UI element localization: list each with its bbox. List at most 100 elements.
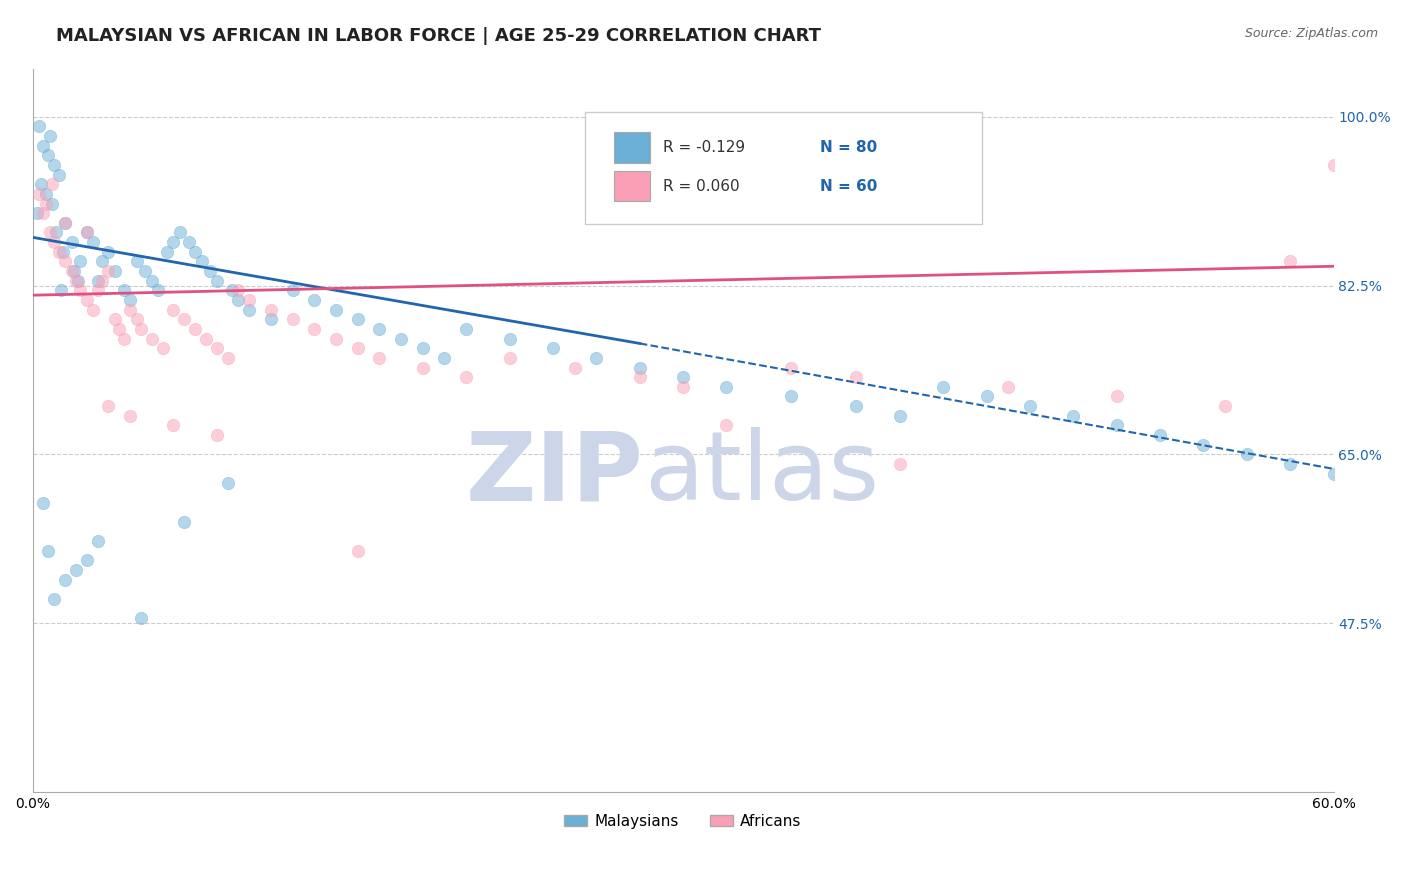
Point	[82, 235, 104, 249]
Point	[389, 332, 412, 346]
Point	[585, 351, 607, 365]
Point	[60, 264, 83, 278]
Point	[169, 226, 191, 240]
Point	[1149, 428, 1171, 442]
FancyBboxPatch shape	[585, 112, 983, 224]
Point	[69, 254, 91, 268]
Point	[97, 264, 120, 278]
Point	[32, 495, 55, 509]
Point	[1279, 254, 1302, 268]
Point	[48, 168, 70, 182]
Point	[120, 293, 142, 307]
Point	[49, 284, 72, 298]
Point	[260, 312, 283, 326]
Point	[97, 244, 120, 259]
Point	[672, 380, 695, 394]
Point	[456, 370, 478, 384]
Point	[205, 428, 228, 442]
Point	[932, 380, 955, 394]
Point	[60, 235, 83, 249]
Point	[37, 148, 59, 162]
Point	[69, 284, 91, 298]
Point	[1322, 158, 1344, 172]
Point	[238, 302, 260, 317]
Point	[90, 274, 112, 288]
Text: R = 0.060: R = 0.060	[664, 179, 740, 194]
Point	[346, 312, 368, 326]
Point	[194, 332, 217, 346]
Point	[1279, 457, 1302, 471]
Point	[177, 235, 200, 249]
Point	[34, 186, 56, 201]
Point	[173, 515, 195, 529]
Point	[1019, 399, 1042, 413]
Point	[32, 206, 55, 220]
Point	[44, 158, 66, 172]
Point	[716, 380, 738, 394]
Point	[200, 264, 222, 278]
Point	[67, 274, 90, 288]
Point	[217, 476, 239, 491]
Point	[541, 341, 564, 355]
Point	[156, 244, 179, 259]
Point	[184, 322, 207, 336]
Point	[346, 544, 368, 558]
Point	[162, 302, 184, 317]
Point	[716, 418, 738, 433]
Point	[228, 284, 250, 298]
Point	[217, 351, 239, 365]
Point	[53, 573, 76, 587]
Point	[25, 206, 48, 220]
Point	[281, 284, 304, 298]
Point	[82, 302, 104, 317]
Text: Source: ZipAtlas.com: Source: ZipAtlas.com	[1244, 27, 1378, 40]
Point	[86, 274, 108, 288]
Point	[976, 389, 998, 403]
Text: R = -0.129: R = -0.129	[664, 140, 745, 155]
Point	[325, 332, 347, 346]
Text: N = 60: N = 60	[820, 179, 877, 194]
Point	[281, 312, 304, 326]
Point	[1105, 418, 1128, 433]
Point	[44, 592, 66, 607]
Point	[37, 544, 59, 558]
Point	[104, 264, 127, 278]
Point	[65, 563, 87, 577]
Point	[53, 216, 76, 230]
Point	[1322, 467, 1344, 481]
Point	[32, 138, 55, 153]
Point	[76, 553, 98, 567]
Point	[238, 293, 260, 307]
Point	[120, 302, 142, 317]
Point	[129, 611, 152, 625]
Point	[125, 312, 148, 326]
Point	[304, 322, 326, 336]
Point	[228, 293, 250, 307]
Point	[205, 341, 228, 355]
Point	[97, 399, 120, 413]
Point	[76, 226, 98, 240]
Point	[433, 351, 456, 365]
Point	[997, 380, 1019, 394]
Point	[1236, 447, 1258, 461]
Point	[368, 322, 391, 336]
Point	[30, 178, 52, 192]
Point	[141, 274, 163, 288]
Point	[1062, 409, 1084, 423]
Point	[53, 216, 76, 230]
Point	[628, 370, 651, 384]
Point	[672, 370, 695, 384]
Point	[45, 226, 67, 240]
Point	[412, 341, 434, 355]
Point	[108, 322, 131, 336]
Point	[41, 196, 63, 211]
Point	[845, 399, 868, 413]
Point	[28, 120, 51, 134]
Point	[412, 360, 434, 375]
Point	[173, 312, 195, 326]
Point	[152, 341, 174, 355]
Text: atlas: atlas	[644, 427, 879, 520]
Point	[205, 274, 228, 288]
Point	[845, 370, 868, 384]
Point	[34, 196, 56, 211]
